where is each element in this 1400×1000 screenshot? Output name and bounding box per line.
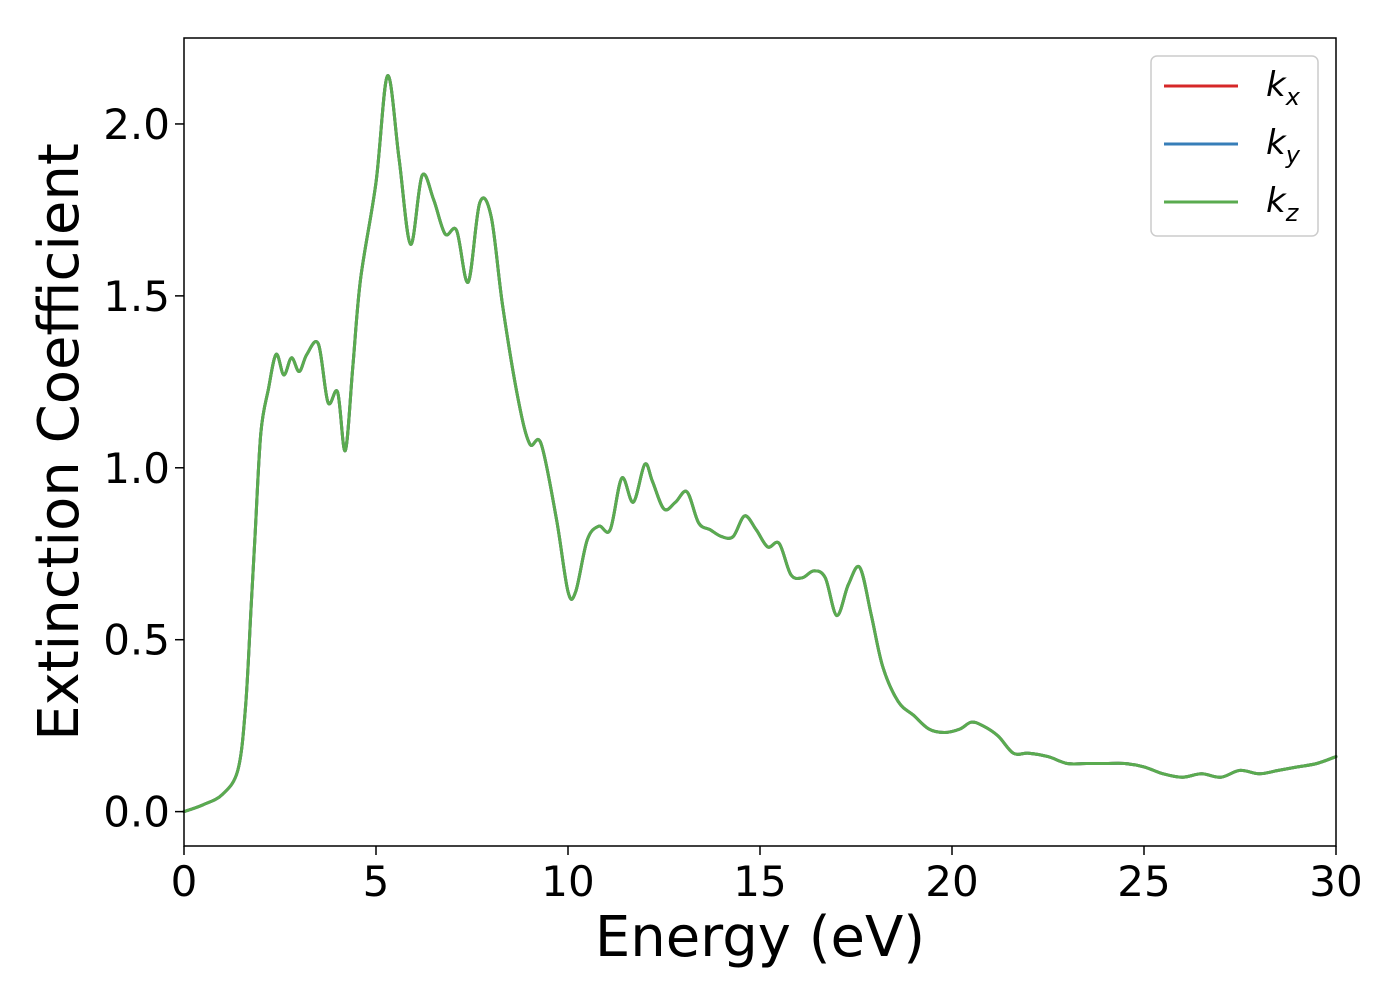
legend-label-kz: kz <box>1266 181 1300 227</box>
y-axis-ticks: 0.0 0.5 1.0 1.5 2.0 <box>103 100 184 837</box>
series-layer <box>182 74 1338 814</box>
x-tick-label: 20 <box>925 857 978 906</box>
x-tick-label: 25 <box>1117 857 1170 906</box>
y-axis-label: Extinction Coefficient <box>27 143 92 741</box>
y-tick-label: 1.0 <box>103 444 170 493</box>
x-axis-ticks: 0 5 10 15 20 25 30 <box>171 846 1363 906</box>
y-tick-label: 0.0 <box>103 788 170 837</box>
series-line-k-z <box>182 74 1338 814</box>
x-tick-label: 30 <box>1309 857 1362 906</box>
x-tick-label: 15 <box>733 857 786 906</box>
legend: kx ky kz <box>1150 55 1319 237</box>
x-tick-label: 5 <box>363 857 390 906</box>
x-axis-label: Energy (eV) <box>595 905 925 970</box>
y-tick-label: 0.5 <box>103 616 170 665</box>
legend-label-kx: kx <box>1266 65 1301 111</box>
x-tick-label: 0 <box>171 857 198 906</box>
y-tick-label: 1.5 <box>103 272 170 321</box>
y-tick-label: 2.0 <box>103 100 170 149</box>
x-tick-label: 10 <box>541 857 594 906</box>
legend-box <box>1150 55 1319 237</box>
legend-label-ky: ky <box>1266 123 1301 169</box>
